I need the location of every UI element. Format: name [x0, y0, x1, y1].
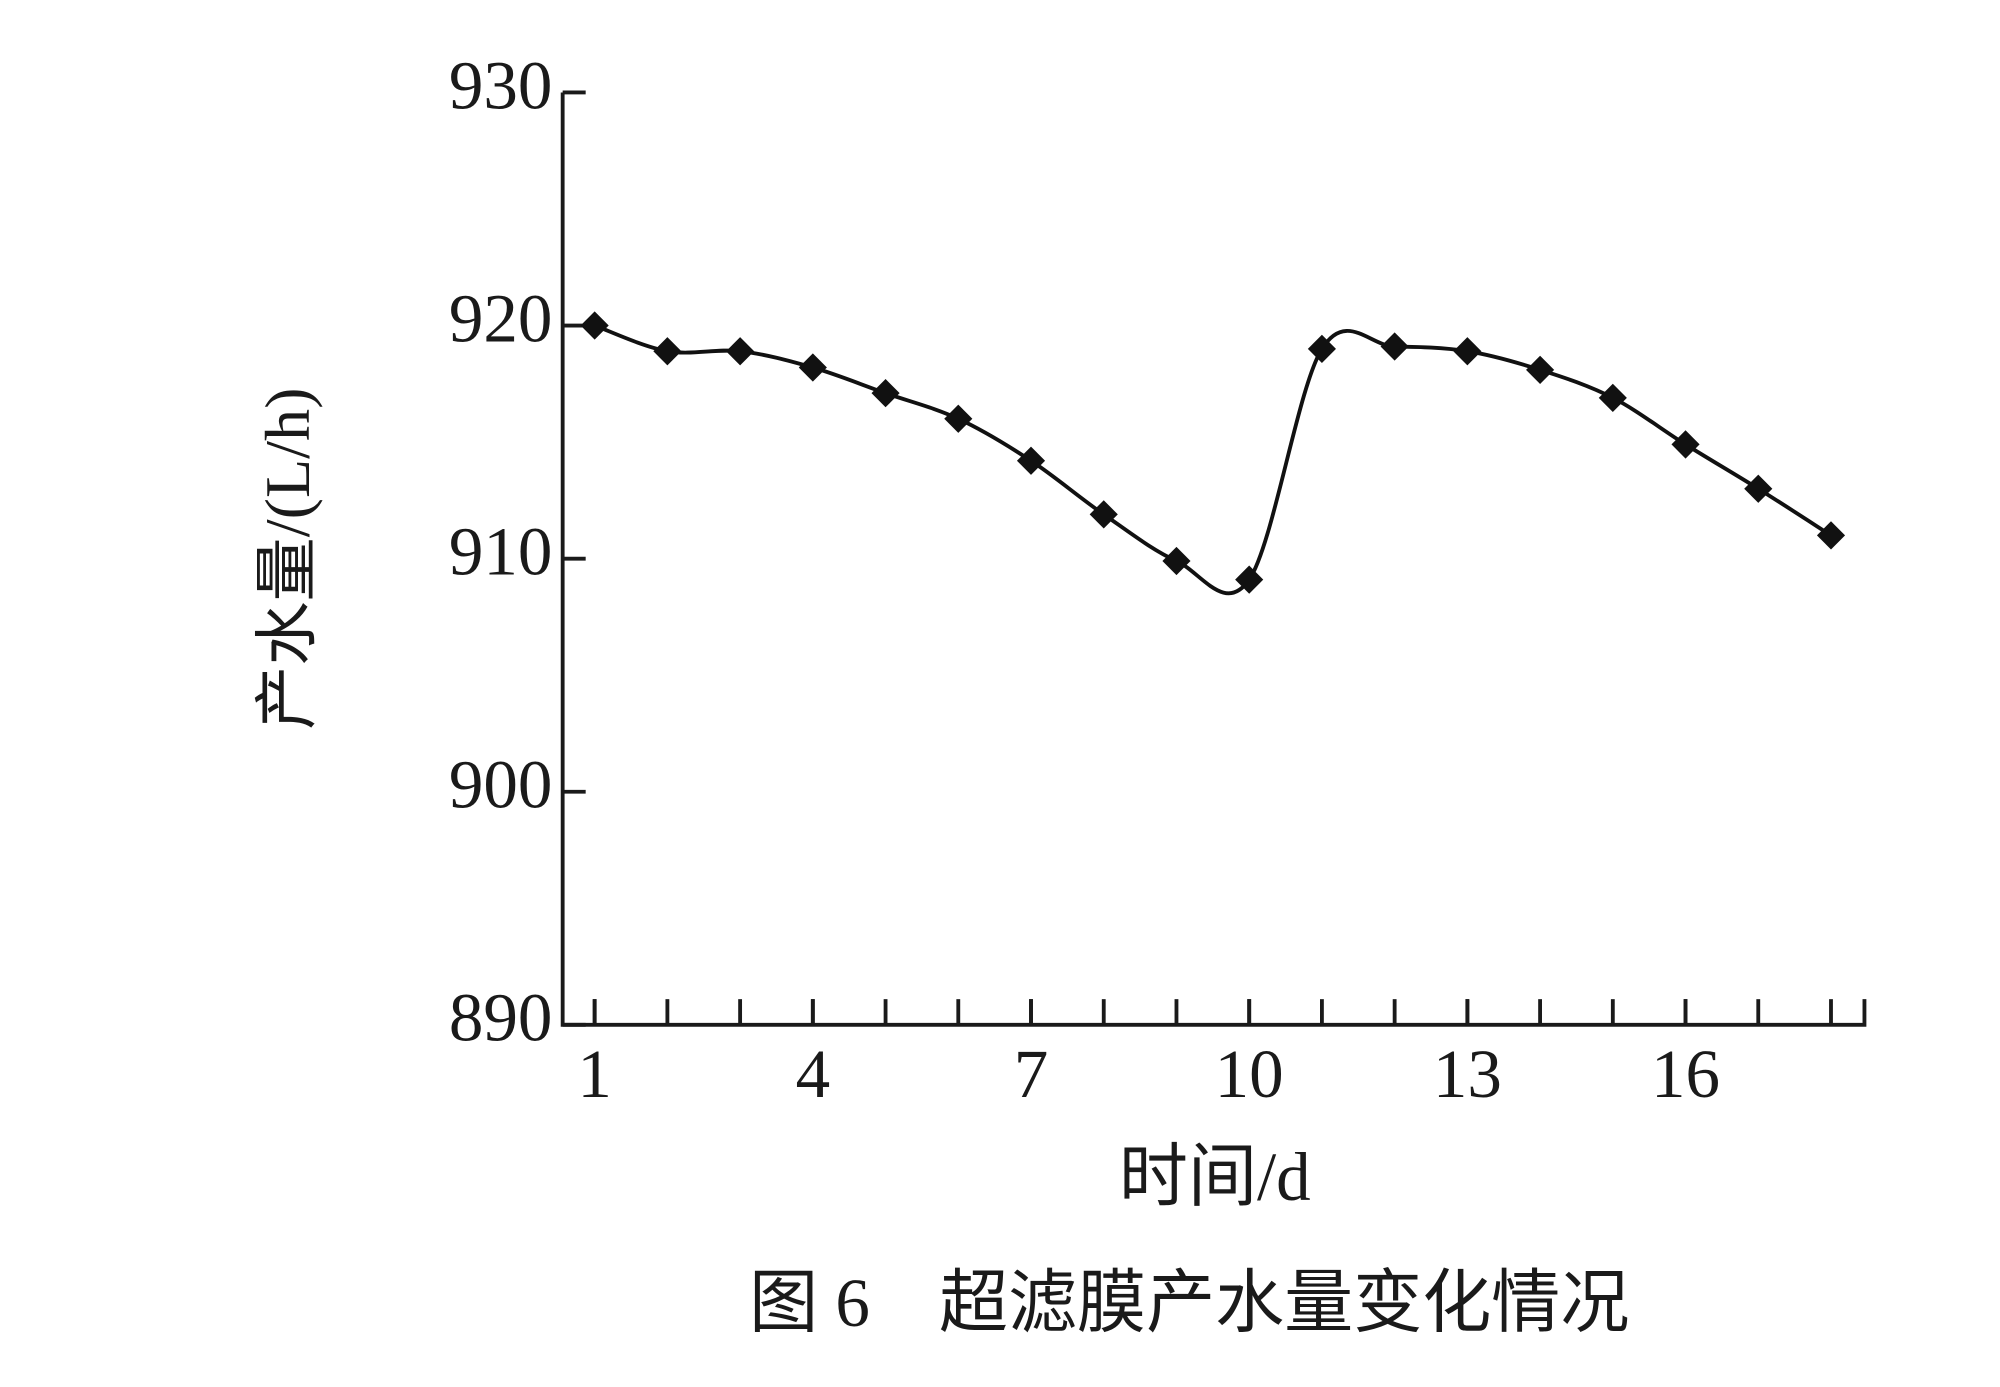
y-tick-label: 920: [449, 279, 553, 356]
series-line: [594, 323, 1833, 596]
x-tick-label: 16: [1651, 1035, 1720, 1112]
x-tick-label: 4: [796, 1035, 831, 1112]
data-point: [1162, 546, 1191, 576]
axis-line: [560, 92, 1867, 1027]
y-tick-label: 890: [449, 979, 553, 1056]
x-tick-label: 13: [1433, 1035, 1502, 1112]
data-point: [726, 337, 755, 366]
data-point: [1671, 430, 1700, 459]
y-axis-label: 产水量/(L/h): [252, 387, 323, 729]
data-point: [1380, 332, 1409, 361]
data-point: [798, 353, 827, 382]
data-point: [1816, 521, 1846, 550]
x-tick-label: 1: [577, 1035, 612, 1112]
x-tick-label: 10: [1215, 1035, 1284, 1112]
data-point: [944, 404, 973, 433]
x-tick-label: 7: [1014, 1035, 1049, 1112]
data-point: [1526, 355, 1555, 384]
data-point: [871, 379, 900, 408]
data-point: [1453, 337, 1482, 366]
data-point: [1598, 383, 1627, 412]
y-tick-label: 910: [449, 512, 553, 589]
data-point: [653, 337, 682, 366]
y-tick-label: 930: [449, 46, 553, 123]
data-point: [1744, 474, 1773, 503]
data-point: [1089, 500, 1118, 529]
data-point: [1307, 334, 1336, 363]
data-point: [580, 311, 609, 340]
x-axis-label: 时间/d: [1119, 1138, 1311, 1215]
chart-title: 图 6 超滤膜产水量变化情况: [749, 1264, 1629, 1341]
data-point: [1016, 446, 1046, 475]
y-tick-label: 900: [449, 746, 553, 823]
